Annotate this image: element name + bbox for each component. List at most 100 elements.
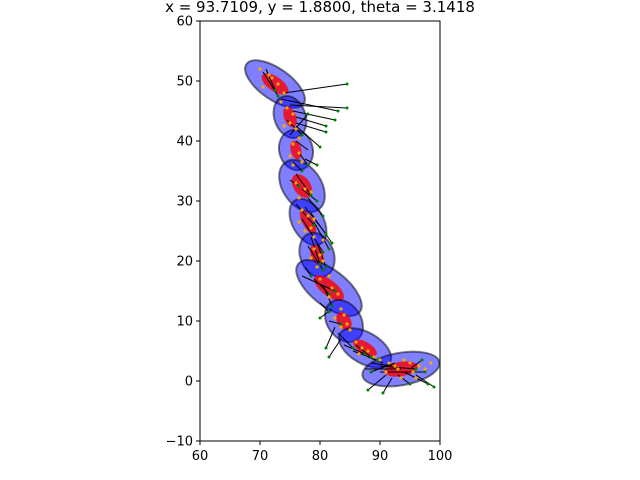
observation-ray	[289, 104, 348, 109]
feature-point	[321, 214, 325, 218]
landmark-point	[360, 346, 364, 350]
feature-point	[306, 163, 310, 167]
feature-point	[321, 268, 325, 272]
feature-point	[432, 385, 436, 389]
landmark-point	[306, 214, 310, 218]
observation-ray	[292, 110, 336, 121]
landmark-point	[288, 154, 292, 158]
observation-ray	[265, 68, 276, 91]
landmark-point	[297, 136, 301, 140]
feature-point	[324, 130, 328, 134]
feature-point	[345, 82, 349, 86]
observation-ray	[370, 362, 396, 373]
x-tick-label: 80	[312, 449, 329, 464]
feature-point	[297, 184, 301, 188]
x-tick-label: 100	[428, 449, 453, 464]
landmark-point	[411, 370, 415, 374]
observation-ray	[295, 116, 327, 127]
feature-point	[324, 346, 328, 350]
landmark-point	[297, 196, 301, 200]
observation-ray	[304, 158, 318, 166]
landmark-point	[387, 361, 391, 365]
y-axis: −10 0 10 20 30 40 50 60	[166, 15, 200, 450]
x-axis: 60 70 80 90 100	[192, 441, 453, 464]
feature-point	[369, 355, 373, 359]
landmark-point	[330, 286, 334, 290]
landmark-point	[297, 151, 301, 155]
landmark-point	[342, 313, 346, 317]
landmark-point	[291, 163, 295, 167]
landmark-point	[291, 142, 295, 146]
y-tick-label: 20	[176, 255, 193, 270]
observation-ray	[310, 236, 321, 265]
feature-point	[318, 316, 322, 320]
landmark-point	[423, 367, 427, 371]
landmark-point	[300, 160, 304, 164]
feature-point	[318, 262, 322, 266]
landmark-point	[339, 325, 343, 329]
observation-ray	[307, 245, 324, 271]
landmark-point	[318, 253, 322, 257]
landmark-point	[336, 292, 340, 296]
feature-point	[408, 382, 412, 386]
landmark-point	[303, 187, 307, 191]
landmark-point	[399, 376, 403, 380]
feature-point	[330, 304, 334, 308]
feature-point	[375, 358, 379, 362]
landmark-point	[297, 220, 301, 224]
observation-ray	[295, 203, 315, 226]
pose-ellipse	[353, 339, 377, 357]
observation-ray	[313, 221, 330, 250]
feature-point	[351, 346, 355, 350]
feature-point	[345, 106, 349, 110]
landmark-point	[315, 265, 319, 269]
observation-ray	[295, 173, 312, 196]
observation-ray	[328, 320, 342, 325]
feature-point	[276, 94, 280, 98]
landmark-point	[408, 361, 412, 365]
feature-point	[309, 193, 313, 197]
feature-point	[324, 232, 328, 236]
observation-ray	[304, 266, 312, 277]
observation-ray	[397, 374, 411, 385]
feature-point	[327, 292, 331, 296]
observation-ray	[307, 197, 324, 217]
feature-point	[300, 169, 304, 173]
observation-ray	[301, 218, 324, 253]
landmark-point	[429, 361, 433, 365]
feature-point	[318, 145, 322, 149]
feature-point	[324, 265, 328, 269]
pose-ellipse	[283, 106, 297, 128]
observation-ray	[319, 302, 330, 313]
feature-point	[381, 391, 385, 395]
feature-point	[309, 274, 313, 278]
landmark-point	[414, 376, 418, 380]
y-tick-label: 40	[176, 135, 193, 150]
feature-point	[312, 223, 316, 227]
feature-point	[420, 358, 424, 362]
observation-ray	[382, 377, 393, 394]
landmark-point	[291, 112, 295, 116]
landmark-point	[393, 364, 397, 368]
observation-ray	[280, 98, 339, 112]
x-tick-label: 60	[192, 449, 209, 464]
landmark-point	[258, 67, 262, 71]
landmark-point	[309, 256, 313, 260]
landmark-point	[378, 358, 382, 362]
data-layer	[238, 51, 443, 395]
observation-ray	[295, 140, 309, 151]
feature-point	[363, 352, 367, 356]
y-tick-label: 10	[176, 315, 193, 330]
observation-ray	[355, 344, 372, 358]
y-tick-label: −10	[166, 435, 193, 450]
landmark-point	[282, 124, 286, 128]
landmark-point	[276, 82, 280, 86]
landmark-point	[318, 277, 322, 281]
observation-ray	[295, 122, 327, 133]
observation-ray	[367, 374, 387, 391]
landmark-point	[354, 340, 358, 344]
landmark-point	[396, 367, 400, 371]
landmark-point	[312, 217, 316, 221]
landmark-point	[417, 364, 421, 368]
